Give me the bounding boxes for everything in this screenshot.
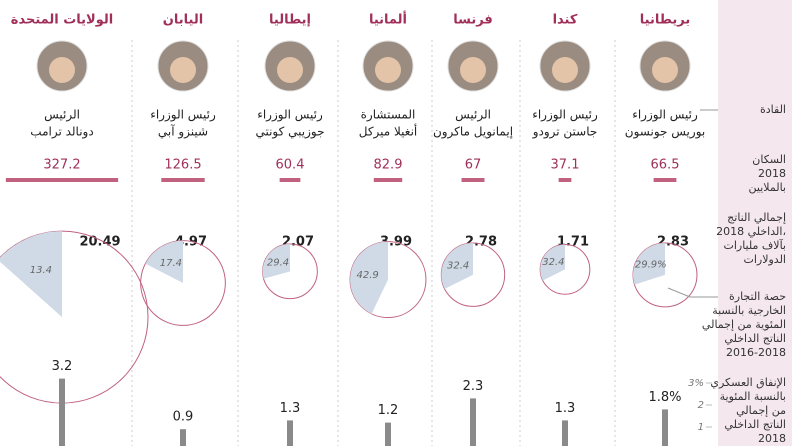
population-value: 37.1 bbox=[551, 158, 580, 173]
military-value: 2.3 bbox=[463, 379, 484, 394]
trade-value: 17.4 bbox=[160, 258, 182, 269]
leader-face bbox=[375, 57, 401, 83]
row-label: حصة التجارة bbox=[729, 290, 786, 303]
row-label: القادة bbox=[760, 103, 786, 116]
row-label: السكان bbox=[752, 153, 786, 166]
leader-name: جوزيبي كونتي bbox=[255, 125, 324, 140]
row-label: إجمالي الناتج bbox=[727, 211, 786, 224]
row-label: بالملايين bbox=[749, 181, 786, 194]
population-bar bbox=[5, 178, 119, 182]
row-label: الخارجية بالنسبة bbox=[712, 304, 786, 317]
row-label: الداخلي 2018، bbox=[716, 225, 786, 238]
row-label: الناتج الداخلي bbox=[724, 332, 786, 345]
leader-name: دونالد ترامب bbox=[30, 125, 93, 140]
population-bar bbox=[461, 178, 485, 182]
leader-face bbox=[277, 57, 303, 83]
trade-value: 13.4 bbox=[30, 265, 52, 276]
country-name: اليابان bbox=[163, 13, 203, 28]
leader-title: المستشارة bbox=[361, 108, 416, 123]
population-bar bbox=[161, 178, 205, 182]
leader-face bbox=[170, 57, 196, 83]
military-bar bbox=[562, 420, 568, 446]
military-bar bbox=[59, 378, 65, 446]
trade-wedge bbox=[0, 231, 62, 318]
leader-face bbox=[552, 57, 578, 83]
row-label: الناتج الداخلي bbox=[724, 418, 786, 431]
military-bar bbox=[662, 409, 668, 446]
leader-name: شينزو آبي bbox=[158, 124, 208, 140]
population-value: 126.5 bbox=[164, 158, 201, 173]
military-value: 1.3 bbox=[555, 401, 576, 416]
trade-value: 42.9 bbox=[357, 270, 379, 281]
country-name: الولايات المتحدة bbox=[11, 13, 113, 28]
row-label: بالنسبة المئوية bbox=[720, 390, 786, 403]
leader-name: جاستن ترودو bbox=[532, 125, 598, 140]
leader-title: رئيس الوزراء bbox=[150, 108, 216, 123]
row-label: بآلاف مليارات bbox=[723, 238, 786, 252]
country-name: كندا bbox=[553, 13, 578, 28]
trade-value: 32.4 bbox=[447, 261, 469, 272]
row-label: الإنفاق العسكري bbox=[710, 376, 786, 389]
row-label: 2018 bbox=[758, 167, 786, 180]
military-value: 3.2 bbox=[52, 359, 73, 374]
row-label: 2018 bbox=[758, 432, 786, 445]
trade-wedge bbox=[540, 244, 565, 281]
leader-name: إيمانويل ماكرون bbox=[433, 125, 513, 140]
leader-name: بوريس جونسون bbox=[625, 125, 705, 140]
military-bar bbox=[180, 429, 186, 446]
military-value: 1.8% bbox=[648, 390, 681, 405]
trade-value: 29.4 bbox=[267, 257, 289, 268]
country-name: إيطاليا bbox=[269, 13, 311, 28]
label-column bbox=[718, 0, 792, 446]
leader-face bbox=[652, 57, 678, 83]
leader-title: رئيس الوزراء bbox=[632, 108, 698, 123]
trade-wedge bbox=[262, 243, 290, 279]
country-name: بريطانيا bbox=[640, 13, 690, 28]
row-label: من إجمالي bbox=[736, 404, 786, 417]
population-value: 327.2 bbox=[43, 158, 80, 173]
trade-wedge bbox=[350, 241, 388, 314]
population-value: 60.4 bbox=[276, 158, 305, 173]
population-bar bbox=[373, 178, 403, 182]
military-value: 1.3 bbox=[280, 401, 301, 416]
y-tick-label: 1 bbox=[698, 422, 704, 433]
country-name: فرنسا bbox=[453, 13, 493, 28]
military-value: 0.9 bbox=[173, 410, 194, 425]
trade-value: 32.4 bbox=[542, 257, 564, 268]
leader-title: رئيس الوزراء bbox=[532, 108, 598, 123]
trade-connector bbox=[667, 287, 718, 298]
leader-face bbox=[460, 57, 486, 83]
population-value: 82.9 bbox=[374, 158, 403, 173]
leader-face bbox=[49, 57, 75, 83]
y-tick-label: 2 bbox=[698, 400, 704, 411]
row-label: الدولارات bbox=[744, 253, 787, 266]
trade-wedge bbox=[633, 242, 665, 285]
trade-wedge bbox=[145, 240, 183, 284]
population-bar bbox=[558, 178, 572, 182]
military-bar bbox=[287, 420, 293, 446]
y-tick-label: 3% bbox=[688, 378, 704, 389]
trade-wedge bbox=[441, 243, 473, 289]
trade-value: 29.9% bbox=[635, 260, 667, 271]
leader-name: أنغيلا ميركل bbox=[359, 124, 418, 140]
population-value: 66.5 bbox=[651, 158, 680, 173]
population-bar bbox=[653, 178, 677, 182]
leader-title: الرئيس bbox=[455, 108, 491, 123]
military-bar bbox=[385, 422, 391, 446]
population-value: 67 bbox=[465, 158, 482, 173]
military-value: 1.2 bbox=[378, 403, 399, 418]
leader-title: رئيس الوزراء bbox=[257, 108, 323, 123]
population-bar bbox=[279, 178, 301, 182]
military-bar bbox=[470, 398, 476, 446]
leader-title: الرئيس bbox=[44, 108, 80, 123]
row-label: المئوية من إجمالي bbox=[702, 318, 786, 331]
gdp-value: 20.49 bbox=[79, 235, 120, 250]
row-label: 2016-2018 bbox=[726, 346, 786, 359]
country-name: ألمانيا bbox=[369, 11, 407, 28]
